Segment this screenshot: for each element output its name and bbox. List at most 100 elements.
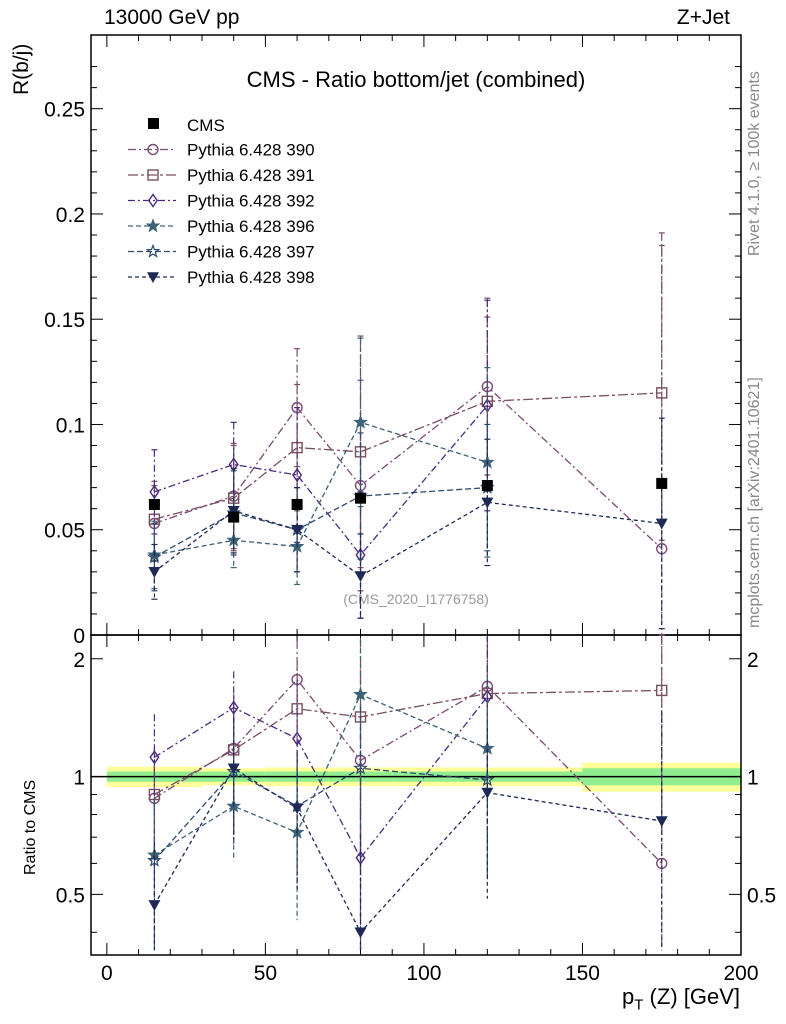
series-line-1 [154, 392, 662, 520]
ratio-tick-label: 2 [73, 649, 85, 672]
series-point-shape [292, 467, 303, 483]
ratio-point [147, 852, 162, 867]
data-point-shape [291, 498, 303, 510]
legend-data-label: CMS [187, 116, 225, 135]
x-axis-label-rest: (Z) [GeV] [643, 984, 740, 1009]
legend-marker-shape [147, 193, 159, 208]
x-tick-label: 0 [101, 962, 113, 985]
data-point-shape [656, 477, 668, 489]
ratio-line-1 [154, 689, 662, 796]
ratio-point-shape [481, 787, 494, 799]
data-point [148, 498, 160, 510]
series-point-shape [656, 387, 668, 399]
series-line-2 [154, 405, 488, 557]
series-line-3 [154, 421, 488, 556]
ratio-point-shape [354, 927, 367, 939]
ratio-point [354, 927, 367, 939]
ratio-point-shape [353, 760, 368, 775]
data-point-shape [148, 498, 160, 510]
chart-title: CMS - Ratio bottom/jet (combined) [247, 67, 586, 92]
y-tick-label: 0.15 [44, 309, 85, 332]
ratio-tick-label: 0.5 [56, 884, 85, 907]
series-point [148, 567, 161, 578]
series-line-4 [154, 486, 488, 558]
ratio-tick-label: 1 [73, 767, 85, 790]
ratio-point [292, 731, 303, 746]
ratio-point-shape [656, 684, 668, 697]
legend-marker [147, 193, 159, 208]
y-tick-label: 0 [73, 625, 85, 648]
ratio-point [148, 900, 161, 911]
ratio-right-tick-label: 0.5 [747, 884, 776, 907]
ratio-point [353, 760, 368, 775]
legend-marker [147, 272, 159, 283]
series-point-shape [355, 547, 366, 563]
x-axis-label-sub: T [634, 996, 644, 1014]
data-point [355, 492, 367, 504]
series-point-shape [148, 567, 161, 578]
ratio-point [655, 816, 668, 827]
series-point [481, 497, 494, 509]
ratio-point-shape [292, 731, 303, 746]
data-point [291, 498, 303, 510]
ratio-plot-frame [90, 634, 742, 956]
ratio-right-tick-label: 1 [747, 767, 759, 790]
series-point-shape [227, 505, 240, 517]
data-point [228, 511, 240, 523]
ratio-point [291, 803, 304, 815]
legend-label: Pythia 6.428 392 [187, 192, 315, 211]
ratio-point-shape [149, 750, 160, 765]
ratio-point-shape [227, 763, 240, 775]
x-tick-label: 150 [565, 962, 600, 985]
y-tick-label: 0.2 [56, 204, 85, 227]
ratio-point [656, 684, 668, 697]
ratio-right-tick-label: 2 [747, 649, 759, 672]
legend-marker [145, 218, 161, 233]
legend-marker-shape [145, 243, 161, 258]
x-tick-label: 100 [406, 962, 441, 985]
series-point [149, 484, 160, 500]
data-point [656, 477, 668, 489]
series-point-shape [353, 414, 368, 429]
series-point [292, 467, 303, 483]
ratio-point [228, 700, 239, 715]
energy-label: 13000 GeV pp [104, 6, 240, 29]
legend-marker [147, 169, 159, 181]
series-point [353, 414, 368, 429]
legend-data-marker [148, 118, 159, 129]
legend-label: Pythia 6.428 396 [187, 217, 315, 236]
series-point [655, 518, 668, 530]
process-label: Z+Jet [676, 6, 730, 29]
series-point-shape [291, 524, 304, 536]
legend-marker [147, 143, 159, 156]
series-point-shape [655, 518, 668, 530]
legend-marker-shape [147, 143, 159, 156]
series-point-shape [149, 484, 160, 500]
series-point [355, 547, 366, 563]
ratio-line-5 [153, 767, 662, 934]
series-point [227, 505, 240, 517]
series-point [656, 387, 668, 399]
series-point-shape [481, 497, 494, 509]
analysis-watermark: (CMS_2020_I1776758) [343, 591, 489, 607]
series-point-shape [354, 571, 367, 583]
series-line-5 [154, 501, 662, 577]
x-axis-label-main: p [622, 984, 635, 1009]
series-point [291, 524, 304, 536]
data-point [481, 480, 493, 492]
series-line-0 [154, 385, 663, 550]
data-point-shape [228, 511, 240, 523]
ratio-point-shape [291, 803, 304, 815]
ratio-point [479, 772, 495, 787]
ratio-point-shape [655, 816, 668, 827]
x-tick-label: 200 [723, 962, 758, 985]
ratio-point-shape [228, 700, 239, 715]
ratio-point [149, 750, 160, 765]
ratio-point [481, 787, 494, 799]
legend-label: Pythia 6.428 390 [187, 141, 315, 160]
legend-marker-shape [147, 169, 159, 181]
legend-marker-shape [145, 218, 161, 233]
ratio-line-2 [154, 696, 488, 860]
legend-marker-shape [147, 272, 159, 283]
